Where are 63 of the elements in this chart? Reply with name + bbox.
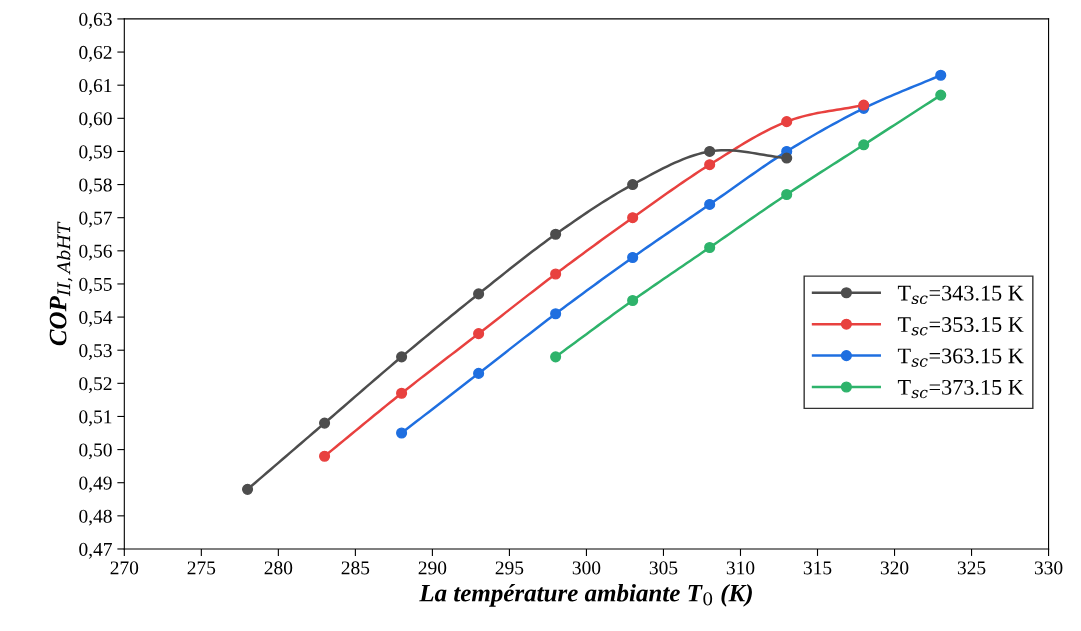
point	[319, 450, 331, 462]
y-tick-label: 0,56	[79, 244, 112, 261]
x-tick-label: 310	[726, 561, 755, 575]
legend-label: T$_{sc}$=353.15 K	[897, 317, 1024, 336]
point	[781, 188, 793, 201]
y-tick-label: 0,49	[79, 476, 112, 493]
point	[550, 308, 562, 320]
point	[935, 69, 947, 81]
point	[473, 367, 485, 379]
x-tick-label: 280	[264, 561, 293, 575]
y-tick-label: 0,62	[79, 45, 112, 62]
y-tick-label: 0,60	[79, 112, 112, 129]
x-tick-label: 275	[187, 561, 216, 575]
point	[396, 387, 408, 399]
y-tick-label: 0,47	[79, 542, 112, 559]
point	[550, 228, 562, 240]
x-tick-label: 320	[880, 561, 909, 575]
point	[550, 351, 562, 363]
x-tick-label: 305	[649, 561, 678, 575]
y-tick-label: 0,63	[79, 12, 112, 29]
point	[704, 198, 716, 211]
y-tick-label: 0,57	[79, 211, 112, 228]
legend-label: T$_{sc}$=363.15 K	[897, 348, 1024, 367]
y-axis-title: COP$_{II,AbHT}$	[49, 221, 73, 346]
x-tick-label: 295	[495, 561, 524, 575]
point	[627, 294, 639, 307]
x-axis-title: La température ambiante T$_{0}$ (K)	[419, 583, 752, 607]
x-tick-label: 325	[957, 561, 986, 575]
x-tick-label: 290	[418, 561, 447, 575]
x-tick-label: 315	[803, 561, 832, 575]
legend-label: T$_{sc}$=343.15 K	[897, 285, 1024, 305]
point	[550, 268, 562, 280]
y-tick-label: 0,61	[79, 79, 112, 95]
x-tick-label: 270	[110, 561, 139, 575]
point	[627, 251, 639, 264]
x-tick-label: 300	[572, 561, 601, 575]
y-tick-label: 0,50	[79, 443, 112, 460]
y-tick-label: 0,51	[79, 410, 112, 427]
point	[935, 89, 947, 101]
point	[627, 212, 639, 224]
point	[319, 417, 331, 429]
y-tick-label: 0,54	[79, 310, 113, 327]
point	[858, 139, 870, 151]
point	[704, 241, 716, 254]
y-tick-label: 0,58	[79, 178, 112, 195]
y-tick-label: 0,59	[79, 145, 112, 162]
y-tick-label: 0,48	[79, 509, 112, 526]
x-tick-label: 330	[1034, 561, 1063, 575]
point	[473, 288, 485, 300]
point	[781, 116, 793, 128]
legend-label: T$_{sc}$=373.15 K	[897, 379, 1024, 399]
x-tick-label: 285	[341, 561, 370, 575]
point	[627, 179, 639, 191]
y-tick-label: 0,52	[79, 377, 112, 394]
point	[396, 427, 408, 439]
y-tick-label: 0,53	[79, 344, 112, 360]
point	[704, 145, 716, 157]
point	[396, 351, 408, 363]
point	[473, 328, 485, 340]
y-tick-label: 0,55	[79, 277, 112, 294]
point	[241, 483, 254, 495]
point	[781, 152, 793, 164]
point	[704, 159, 716, 171]
